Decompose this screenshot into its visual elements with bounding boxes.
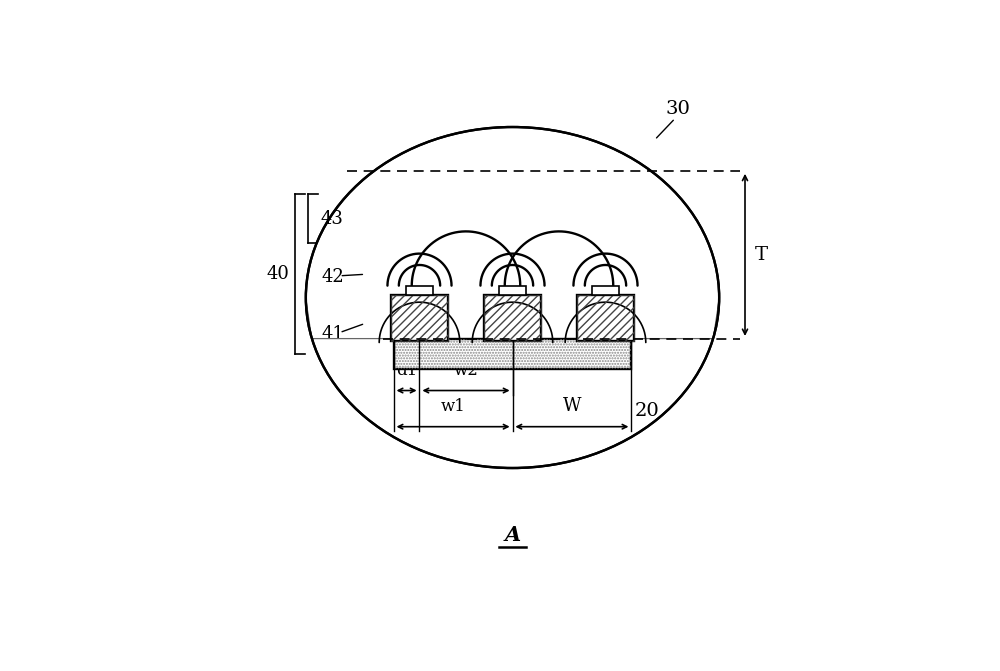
Bar: [391, 295, 448, 342]
Text: A: A: [504, 525, 521, 546]
Text: 30: 30: [665, 100, 690, 118]
Bar: [406, 286, 433, 295]
Polygon shape: [306, 297, 719, 339]
Text: 42: 42: [321, 268, 344, 286]
Text: d1: d1: [396, 362, 417, 379]
Text: 20: 20: [634, 402, 659, 420]
Text: 41: 41: [321, 325, 344, 343]
Text: 40: 40: [266, 265, 289, 283]
Bar: [592, 286, 619, 295]
Bar: [484, 295, 541, 342]
Polygon shape: [306, 127, 719, 339]
Bar: [577, 295, 634, 342]
Bar: [391, 295, 448, 342]
Text: T: T: [754, 246, 767, 264]
Bar: [499, 286, 526, 295]
Text: 43: 43: [320, 210, 343, 227]
Text: w2: w2: [454, 362, 478, 379]
Bar: [484, 295, 541, 342]
Text: w1: w1: [441, 399, 466, 415]
Bar: [394, 339, 631, 369]
Bar: [577, 295, 634, 342]
Text: W: W: [563, 397, 581, 415]
Bar: [394, 339, 631, 369]
